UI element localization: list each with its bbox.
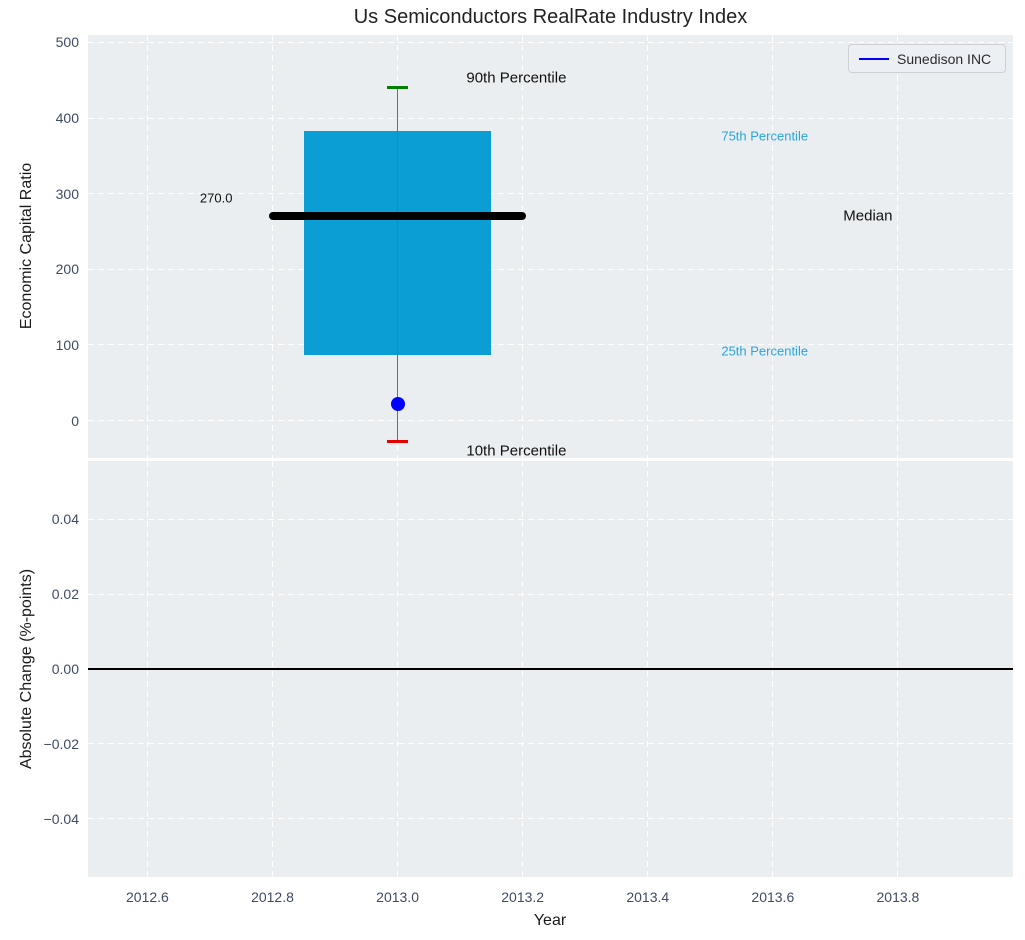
y-gridline xyxy=(88,344,1013,346)
x-tick-label: 2013.0 xyxy=(376,889,419,905)
median-line xyxy=(269,212,526,221)
annotation-p25-label: 25th Percentile xyxy=(721,343,809,359)
y-tick-label: 500 xyxy=(55,34,79,51)
bottom-y-axis-label: Absolute Change (%-points) xyxy=(18,568,35,770)
x-gridline xyxy=(522,35,524,458)
top-y-axis-label: Economic Capital Ratio xyxy=(18,162,35,330)
y-gridline xyxy=(88,41,1013,43)
legend-label: Sunedison INC xyxy=(897,50,992,67)
y-tick-label: 100 xyxy=(55,336,79,353)
y-tick-label: 200 xyxy=(55,261,79,278)
x-gridline xyxy=(146,35,148,458)
x-gridline xyxy=(271,35,273,458)
y-tick-label: 400 xyxy=(55,110,79,127)
x-tick-label: 2013.6 xyxy=(751,889,795,905)
legend-line-sample xyxy=(859,57,889,60)
company-point xyxy=(390,396,405,411)
x-tick-label: 2012.6 xyxy=(125,889,169,905)
x-gridline xyxy=(647,35,649,458)
y-gridline xyxy=(88,268,1013,270)
x-tick-label: 2013.4 xyxy=(626,889,670,905)
zero-line xyxy=(88,668,1013,670)
y-gridline xyxy=(88,193,1013,195)
legend: Sunedison INC xyxy=(848,44,1006,73)
y-gridline xyxy=(88,818,1013,820)
p10-cap xyxy=(386,440,409,444)
top-plot-area xyxy=(88,35,1013,458)
y-tick-label: 0.00 xyxy=(51,661,79,677)
y-tick-label: 0 xyxy=(71,412,79,429)
x-axis-label: Year xyxy=(533,912,567,929)
y-tick-label: 0.04 xyxy=(51,511,79,528)
y-tick-label: −0.02 xyxy=(43,735,79,752)
y-tick-label: 300 xyxy=(55,185,79,202)
annotation-p90-label: 90th Percentile xyxy=(466,69,567,87)
y-tick-label: 0.02 xyxy=(51,586,79,603)
x-tick-label: 2013.2 xyxy=(501,889,545,905)
y-tick-label: −0.04 xyxy=(43,810,79,827)
x-gridline xyxy=(772,35,774,458)
y-gridline xyxy=(88,117,1013,119)
annotation-p75-label: 75th Percentile xyxy=(721,128,809,144)
y-gridline xyxy=(88,518,1013,520)
chart-title: Us Semiconductors RealRate Industry Inde… xyxy=(353,6,748,28)
whisker-line xyxy=(396,87,399,442)
annotation-median-value-label: 270.0 xyxy=(199,190,233,206)
y-gridline xyxy=(88,743,1013,745)
x-gridline xyxy=(897,35,899,458)
annotation-median-label: Median xyxy=(843,207,893,225)
y-gridline xyxy=(88,593,1013,595)
annotation-p10-label: 10th Percentile xyxy=(466,442,567,460)
y-gridline xyxy=(88,420,1013,421)
x-tick-label: 2012.8 xyxy=(251,889,294,905)
p90-cap xyxy=(386,86,409,90)
x-tick-label: 2013.8 xyxy=(876,889,920,905)
